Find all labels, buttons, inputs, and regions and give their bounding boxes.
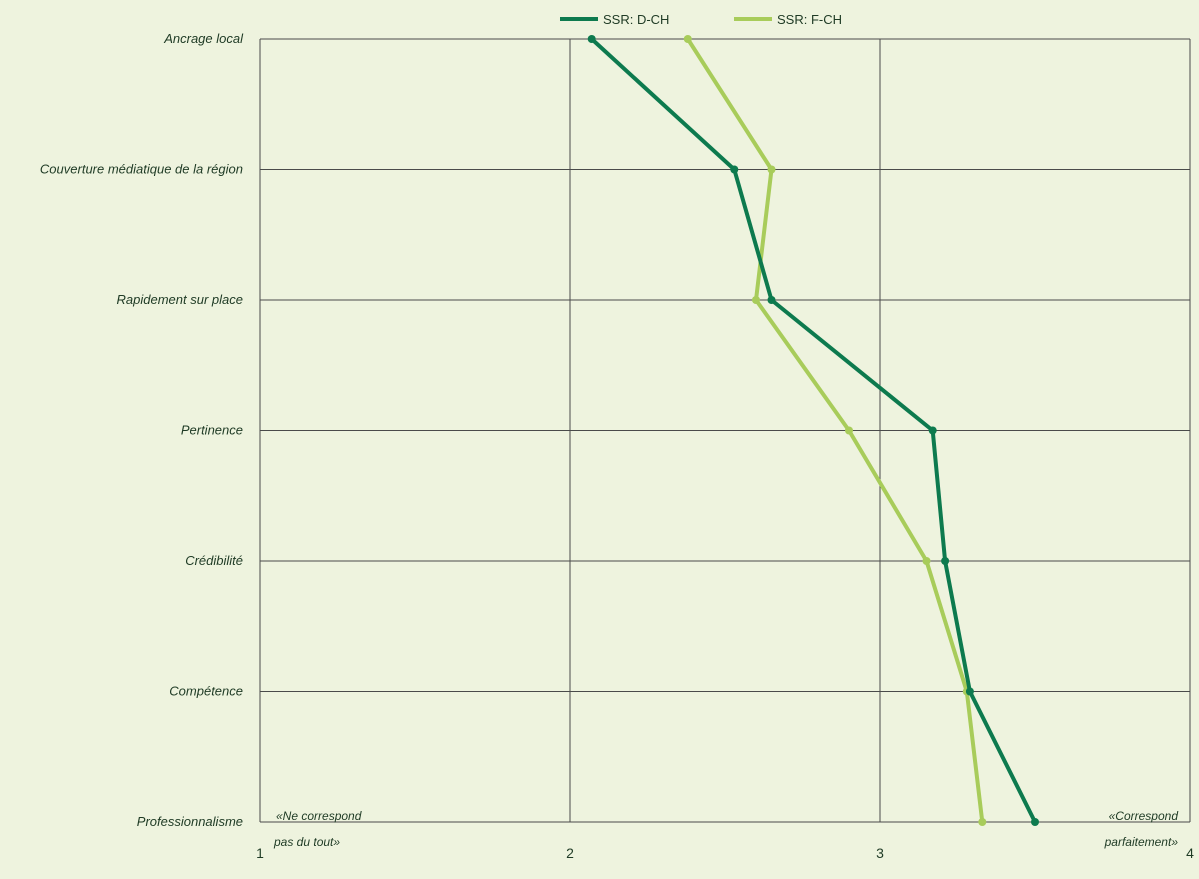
- x-tick-labels: 1 2 3 4: [256, 845, 1194, 861]
- data-point: [683, 35, 692, 43]
- category-label: Couverture médiatique de la région: [40, 162, 243, 177]
- anchor-high-line2: parfaitement»: [1104, 835, 1179, 849]
- category-label: Ancrage local: [163, 31, 244, 46]
- data-point: [928, 426, 937, 435]
- x-tick-label: 3: [876, 845, 884, 861]
- category-label: Compétence: [169, 684, 243, 699]
- data-point: [1031, 818, 1039, 826]
- chart-grid: [259, 38, 1191, 823]
- category-labels: Ancrage local Couverture médiatique de la…: [40, 31, 244, 829]
- anchor-low: «Ne correspond pas du tout»: [273, 809, 362, 849]
- category-label: Pertinence: [181, 423, 243, 438]
- legend-label: SSR: D-CH: [603, 12, 669, 27]
- anchor-high-line1: «Correspond: [1109, 809, 1179, 823]
- data-point: [922, 557, 931, 565]
- x-tick-label: 1: [256, 845, 264, 861]
- x-tick-label: 4: [1186, 845, 1194, 861]
- anchor-high: «Correspond parfaitement»: [1104, 809, 1179, 849]
- data-point: [730, 165, 739, 174]
- data-point: [978, 818, 987, 826]
- anchor-low-line1: «Ne correspond: [276, 809, 362, 823]
- data-point: [752, 296, 760, 304]
- category-label: Professionnalisme: [137, 814, 243, 829]
- data-point: [845, 426, 853, 435]
- anchor-low-line2: pas du tout»: [273, 835, 340, 849]
- series-group: [587, 35, 1039, 826]
- data-point: [965, 687, 974, 696]
- legend: SSR: D-CH SSR: F-CH: [560, 12, 842, 27]
- data-point: [767, 296, 776, 304]
- data-point: [941, 557, 950, 565]
- legend-label: SSR: F-CH: [777, 12, 842, 27]
- data-point: [587, 35, 596, 43]
- series-layer: [587, 35, 1039, 826]
- category-label: Rapidement sur place: [117, 292, 243, 307]
- x-tick-label: 2: [566, 845, 574, 861]
- category-label: Crédibilité: [185, 553, 243, 568]
- data-point: [767, 165, 776, 174]
